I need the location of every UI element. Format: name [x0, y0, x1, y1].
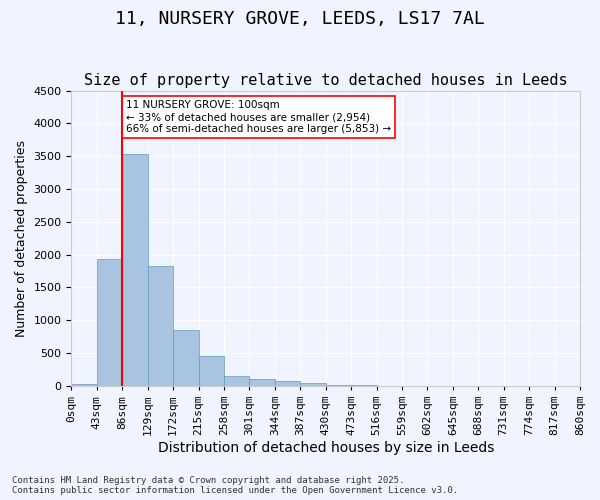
Text: 11, NURSERY GROVE, LEEDS, LS17 7AL: 11, NURSERY GROVE, LEEDS, LS17 7AL: [115, 10, 485, 28]
Bar: [199, 356, 224, 386]
Bar: [326, 384, 351, 386]
Bar: [71, 384, 97, 386]
Bar: [148, 266, 173, 386]
Text: Contains HM Land Registry data © Crown copyright and database right 2025.
Contai: Contains HM Land Registry data © Crown c…: [12, 476, 458, 495]
Bar: [122, 154, 148, 386]
Bar: [97, 258, 122, 386]
Title: Size of property relative to detached houses in Leeds: Size of property relative to detached ho…: [84, 73, 568, 88]
Text: 11 NURSERY GROVE: 100sqm
← 33% of detached houses are smaller (2,954)
66% of sem: 11 NURSERY GROVE: 100sqm ← 33% of detach…: [126, 100, 391, 134]
Y-axis label: Number of detached properties: Number of detached properties: [15, 140, 28, 336]
Bar: [275, 382, 300, 386]
Bar: [250, 380, 275, 386]
X-axis label: Distribution of detached houses by size in Leeds: Distribution of detached houses by size …: [158, 441, 494, 455]
Bar: [224, 376, 250, 386]
Bar: [173, 330, 199, 386]
Bar: [300, 382, 326, 386]
